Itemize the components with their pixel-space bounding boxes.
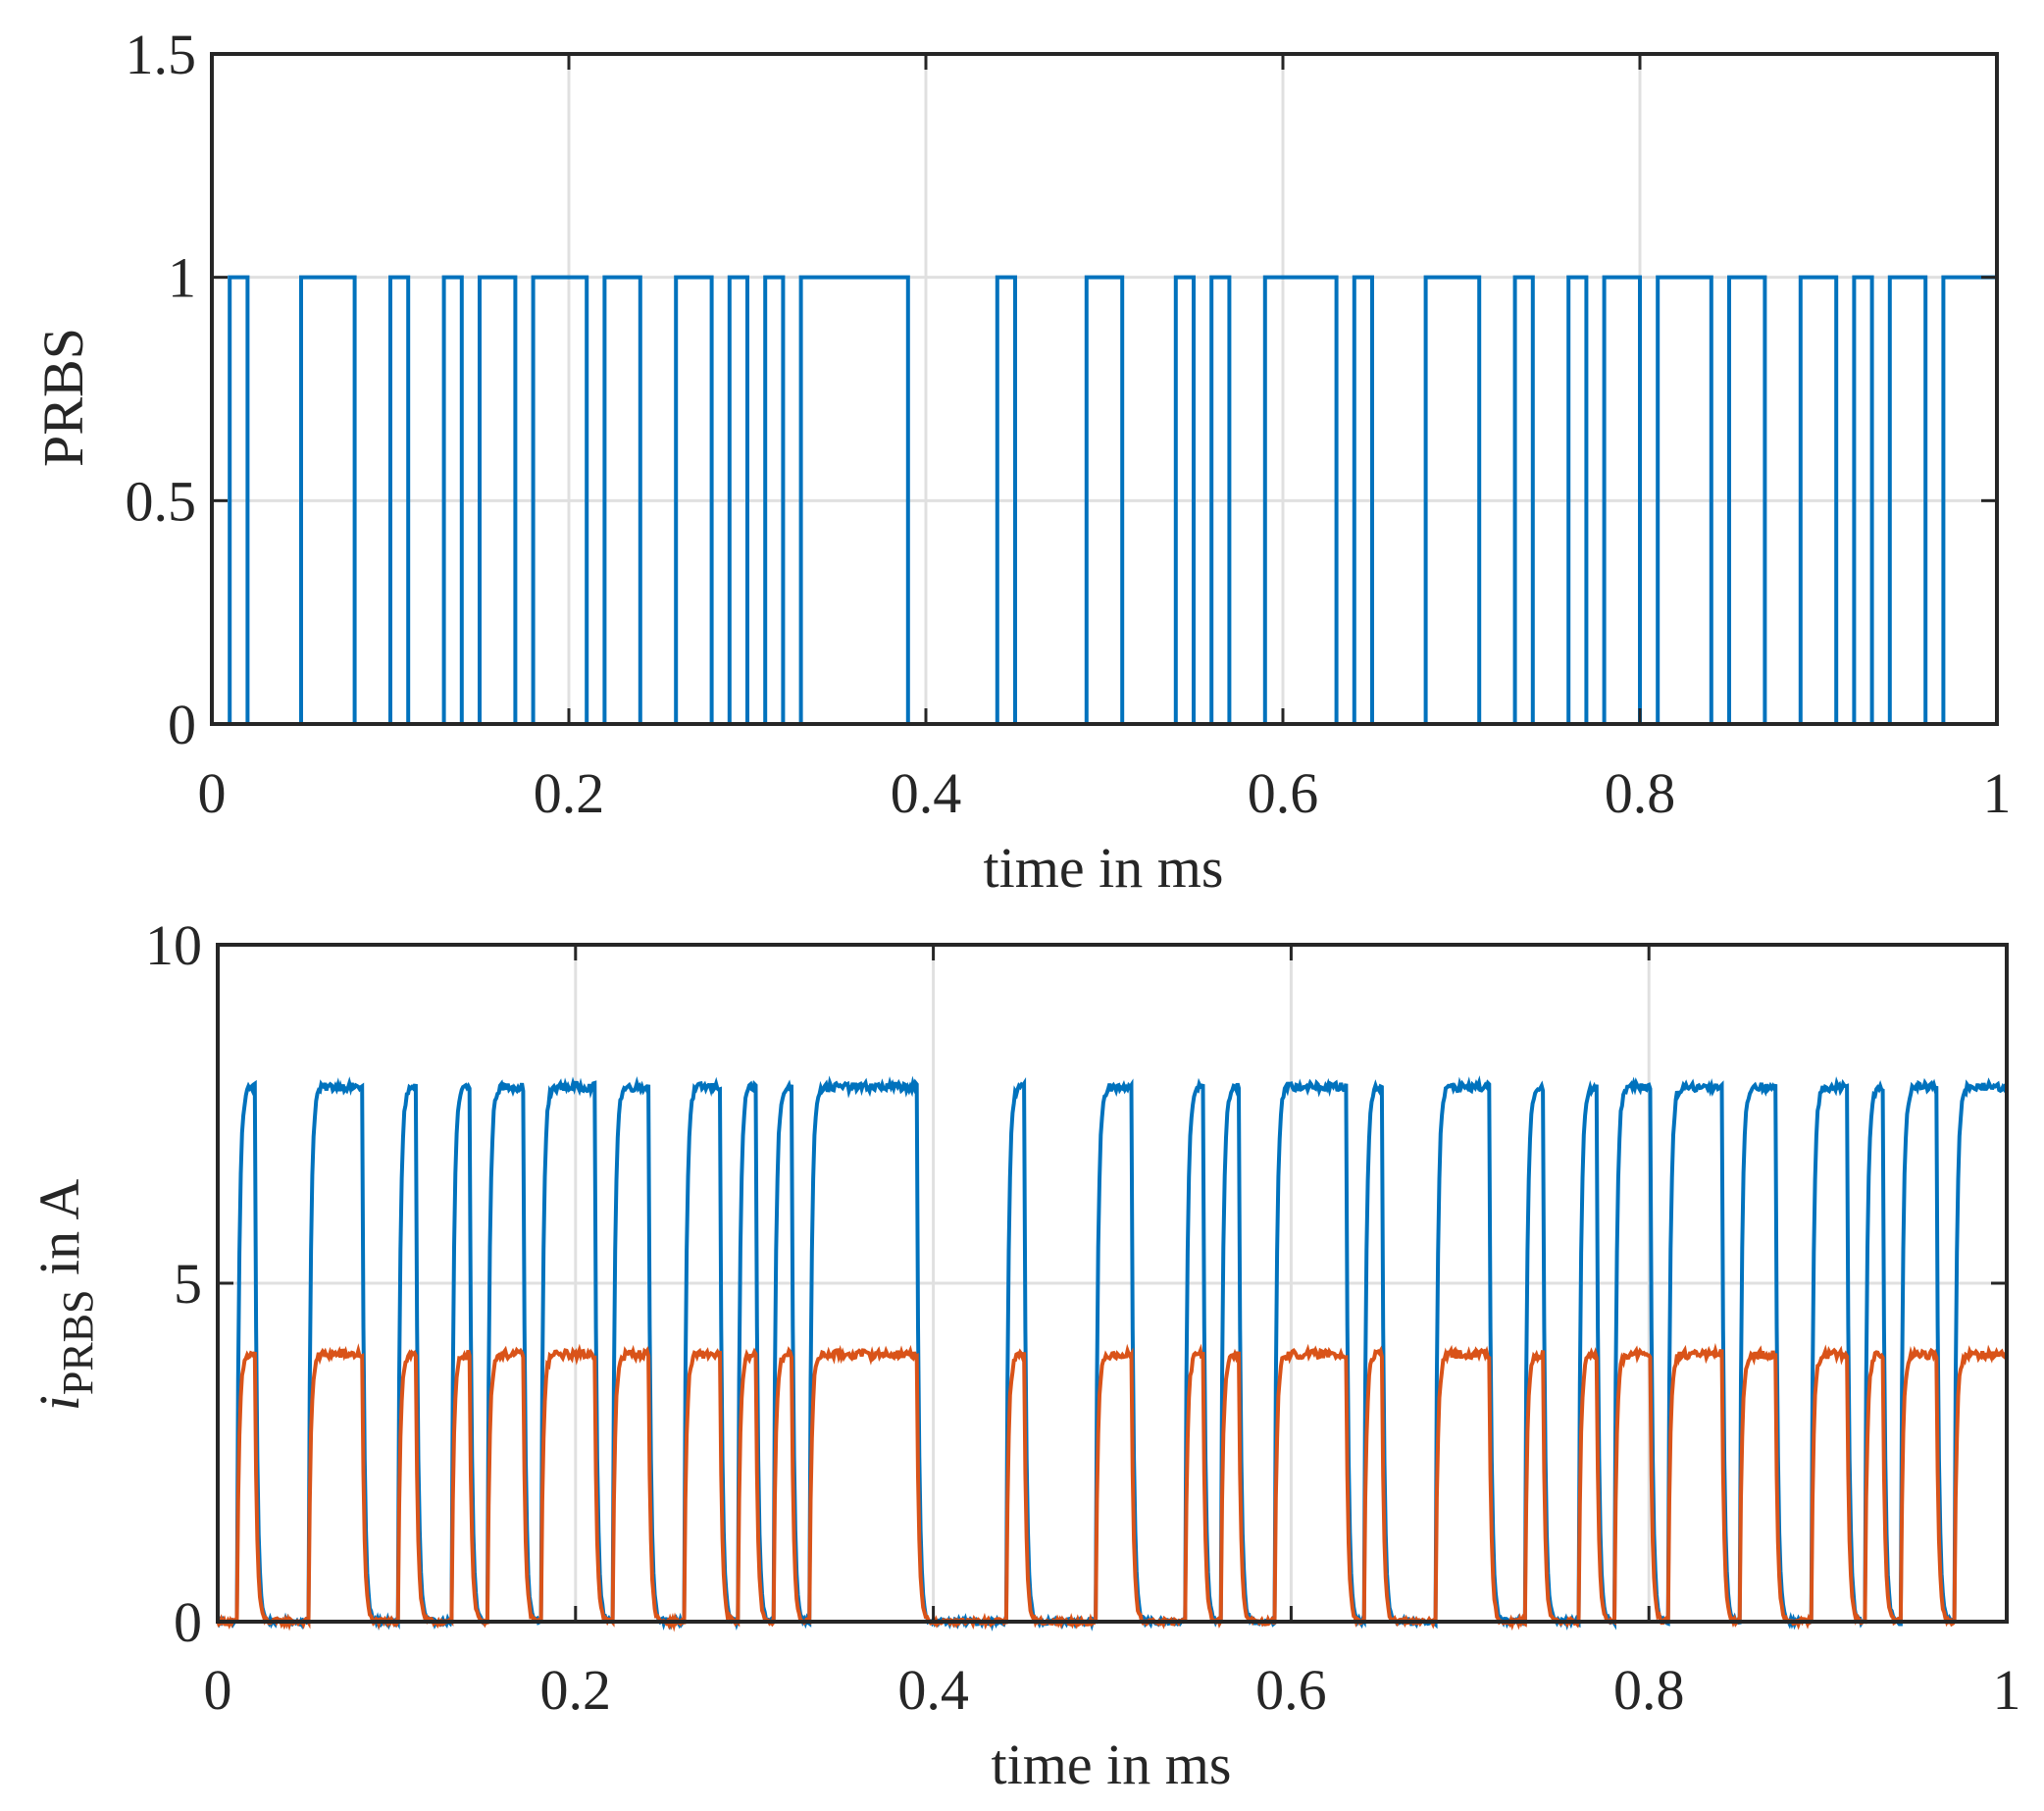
prbs-ticks: 0 0.2 0.4 0.6 0.8 1 0 0.5 1 1.5: [126, 23, 2012, 825]
prbs-chart: 0 0.2 0.4 0.6 0.8 1 0 0.5 1 1.5 time in ms PRBS: [31, 23, 2012, 900]
current-y-axis-label-subscript: PRBS: [54, 1290, 102, 1396]
prbs-y-tick-label: 1: [168, 246, 196, 310]
prbs-y-tick-label: 0.5: [126, 469, 197, 533]
prbs-x-tick-label: 0.2: [534, 761, 605, 825]
current-x-axis-label: time in ms: [992, 1733, 1232, 1796]
current-series-line-2: [216, 1342, 2009, 1632]
current-x-tick-label: 0.4: [897, 1658, 969, 1722]
prbs-series-line-1: [212, 275, 1997, 726]
prbs-x-tick-label: 0.4: [891, 761, 962, 825]
current-y-tick-label: 0: [174, 1590, 202, 1654]
prbs-y-tick-label: 0: [168, 693, 196, 756]
prbs-plot-frame: [210, 52, 1999, 726]
current-x-tick-label: 1: [1993, 1658, 2021, 1722]
prbs-x-tick-label: 0.6: [1248, 761, 1319, 825]
prbs-y-tick-label: 1.5: [126, 23, 197, 86]
current-series: [216, 1075, 2009, 1632]
current-y-axis-label: iPRBS in A: [27, 1179, 102, 1412]
current-x-tick-label: 0.2: [540, 1658, 612, 1722]
current-y-tick-label: 10: [145, 913, 202, 977]
prbs-x-tick-label: 0.8: [1605, 761, 1676, 825]
current-y-tick-label: 5: [174, 1252, 202, 1316]
prbs-y-axis-label: PRBS: [31, 328, 95, 467]
prbs-x-axis-label: time in ms: [984, 836, 1224, 900]
current-x-tick-label: 0.6: [1255, 1658, 1327, 1722]
prbs-x-tick-label: 0: [198, 761, 227, 825]
prbs-series: [212, 275, 1997, 726]
current-y-axis-label-suffix: in A: [27, 1179, 91, 1290]
current-series-line-1: [216, 1075, 2008, 1632]
current-x-tick-label: 0: [204, 1658, 232, 1722]
prbs-x-tick-label: 1: [1983, 761, 2012, 825]
current-y-axis-label-main: i: [27, 1395, 91, 1411]
current-x-tick-label: 0.8: [1613, 1658, 1685, 1722]
current-grid: [218, 945, 2007, 1622]
